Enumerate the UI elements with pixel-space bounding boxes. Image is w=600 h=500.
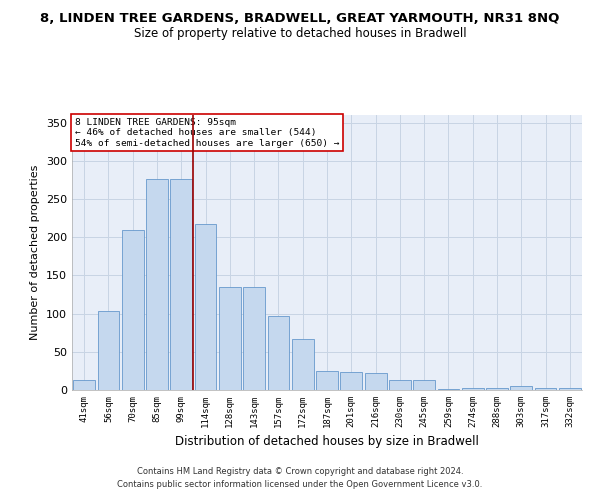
Bar xyxy=(243,287,265,390)
Bar xyxy=(97,310,119,390)
Bar xyxy=(413,380,435,390)
Bar xyxy=(486,388,508,390)
Text: Size of property relative to detached houses in Bradwell: Size of property relative to detached ho… xyxy=(134,28,466,40)
Bar xyxy=(559,388,581,390)
Bar xyxy=(170,179,192,390)
Bar xyxy=(316,371,338,390)
Bar xyxy=(389,380,411,390)
Bar xyxy=(462,388,484,390)
Bar xyxy=(511,386,532,390)
Text: 8 LINDEN TREE GARDENS: 95sqm
← 46% of detached houses are smaller (544)
54% of s: 8 LINDEN TREE GARDENS: 95sqm ← 46% of de… xyxy=(74,118,339,148)
Bar xyxy=(268,316,289,390)
Text: Contains HM Land Registry data © Crown copyright and database right 2024.: Contains HM Land Registry data © Crown c… xyxy=(137,467,463,476)
Y-axis label: Number of detached properties: Number of detached properties xyxy=(31,165,40,340)
Bar xyxy=(73,380,95,390)
Text: Contains public sector information licensed under the Open Government Licence v3: Contains public sector information licen… xyxy=(118,480,482,489)
Bar xyxy=(340,372,362,390)
Bar xyxy=(535,388,556,390)
Bar xyxy=(194,224,217,390)
Bar xyxy=(365,373,386,390)
Bar xyxy=(122,230,143,390)
Bar xyxy=(146,179,168,390)
Text: 8, LINDEN TREE GARDENS, BRADWELL, GREAT YARMOUTH, NR31 8NQ: 8, LINDEN TREE GARDENS, BRADWELL, GREAT … xyxy=(40,12,560,26)
X-axis label: Distribution of detached houses by size in Bradwell: Distribution of detached houses by size … xyxy=(175,436,479,448)
Bar xyxy=(219,287,241,390)
Bar xyxy=(437,389,460,390)
Bar xyxy=(292,339,314,390)
